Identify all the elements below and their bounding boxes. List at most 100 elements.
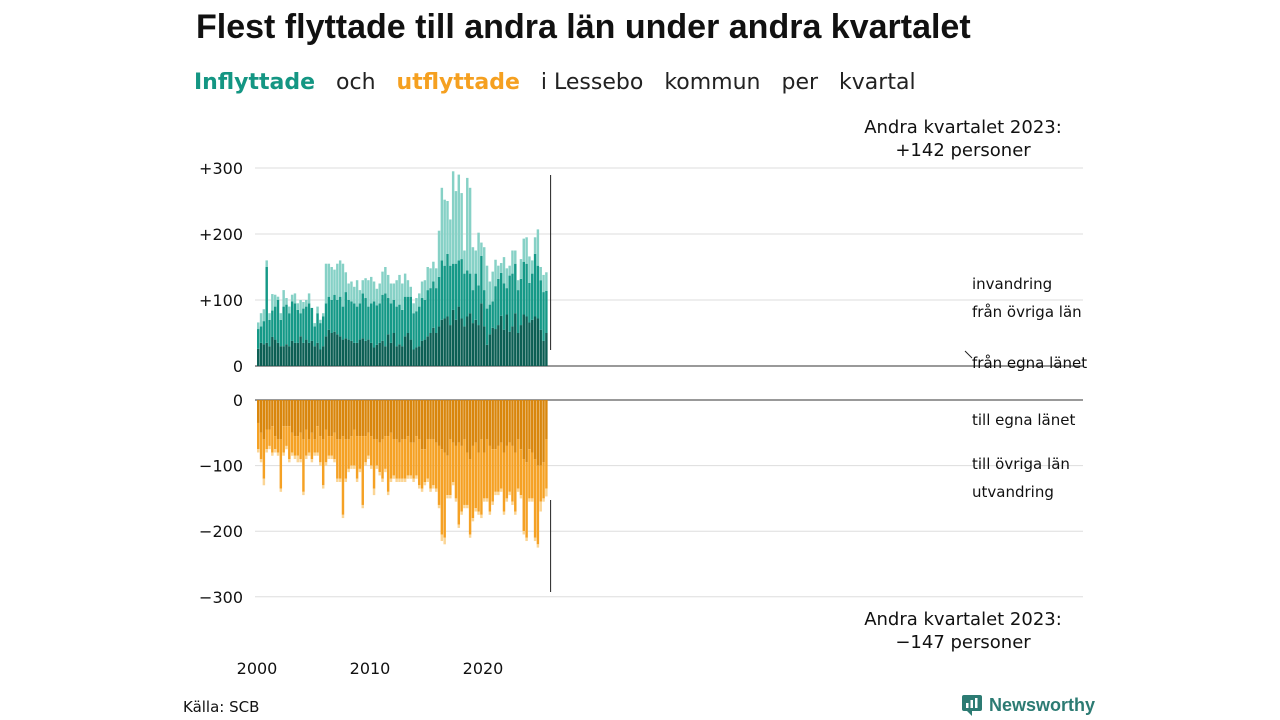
bar-ut-egna xyxy=(299,400,302,433)
bar-ut-egna xyxy=(401,400,404,440)
bar-in-invandring xyxy=(358,290,362,304)
bar-in-egna xyxy=(491,327,494,366)
bar-in-egna xyxy=(271,336,274,366)
bar-in-egna xyxy=(273,339,277,366)
bar-ut-egna xyxy=(519,400,523,450)
bar-ut-ovriga xyxy=(434,442,438,489)
bar-ut-utvandring xyxy=(502,511,506,515)
bar-ut-egna xyxy=(502,400,506,453)
bar-in-egna xyxy=(443,318,446,366)
bar-ut-egna xyxy=(454,400,458,446)
x-tick-label: 2020 xyxy=(463,659,504,678)
bar-in-egna xyxy=(361,338,364,366)
bar-ut-ovriga xyxy=(316,426,319,453)
bar-in-ovriga xyxy=(273,306,277,340)
bar-in-egna xyxy=(384,346,387,366)
bar-in-invandring xyxy=(502,257,506,284)
bar-in-egna xyxy=(305,339,308,366)
y-tick-label-bottom: −200 xyxy=(199,522,243,541)
bar-ut-utvandring xyxy=(398,478,401,482)
bar-ut-ovriga xyxy=(418,439,421,486)
bar-in-ovriga xyxy=(477,285,480,326)
bar-in-egna xyxy=(319,349,322,366)
bar-in-ovriga xyxy=(344,292,348,339)
bar-in-egna xyxy=(432,327,435,366)
bar-in-invandring xyxy=(491,271,494,302)
bar-ut-egna xyxy=(313,400,316,440)
bar-ut-utvandring xyxy=(491,501,494,505)
bar-ut-utvandring xyxy=(285,445,288,450)
bar-ut-egna xyxy=(466,400,469,453)
bar-in-invandring xyxy=(375,288,379,306)
bar-ut-utvandring xyxy=(262,478,266,486)
bar-ut-ovriga xyxy=(502,452,506,512)
subtitle-och: och xyxy=(336,70,376,95)
bar-in-invandring xyxy=(477,232,480,286)
bar-in-egna xyxy=(434,333,438,366)
bar-in-egna xyxy=(516,333,520,366)
bar-in-invandring xyxy=(525,237,528,264)
bar-in-ovriga xyxy=(539,280,542,330)
bar-ut-utvandring xyxy=(321,485,325,489)
bar-in-invandring xyxy=(480,242,483,256)
bar-ut-utvandring xyxy=(372,488,376,496)
bar-in-ovriga xyxy=(485,308,489,345)
bar-ut-ovriga xyxy=(375,439,379,466)
bar-in-ovriga xyxy=(525,263,528,317)
bar-ut-ovriga xyxy=(347,439,350,469)
bar-ut-ovriga xyxy=(539,465,542,502)
bar-in-invandring xyxy=(285,298,288,305)
bar-ut-ovriga xyxy=(516,439,520,489)
bar-ut-egna xyxy=(437,400,441,446)
bar-ut-ovriga xyxy=(485,439,489,499)
bar-ut-utvandring xyxy=(451,482,455,486)
bar-ut-utvandring xyxy=(330,455,333,460)
bar-in-egna xyxy=(514,313,517,366)
bar-ut-utvandring xyxy=(519,495,523,499)
bar-ut-utvandring xyxy=(426,478,429,482)
bar-in-egna xyxy=(423,339,427,366)
bar-ut-egna xyxy=(508,400,511,443)
bar-ut-utvandring xyxy=(307,452,311,456)
bar-in-invandring xyxy=(296,303,299,310)
bar-in-invandring xyxy=(418,293,421,307)
bar-in-ovriga xyxy=(288,313,291,347)
bar-ut-utvandring xyxy=(525,537,528,542)
bar-ut-utvandring xyxy=(429,488,432,492)
bar-ut-egna xyxy=(353,400,356,430)
bar-ut-egna xyxy=(434,400,438,443)
bar-ut-egna xyxy=(358,400,362,437)
bar-in-invandring xyxy=(302,301,305,309)
bar-in-egna xyxy=(355,342,359,366)
bar-ut-ovriga xyxy=(344,439,348,479)
bar-in-egna xyxy=(299,336,302,366)
bar-in-egna xyxy=(485,344,489,366)
bar-ut-egna xyxy=(426,400,429,440)
bar-ut-egna xyxy=(288,400,291,427)
bar-in-ovriga xyxy=(454,263,458,320)
bar-ut-ovriga xyxy=(321,439,325,486)
bar-ut-ovriga xyxy=(386,436,390,492)
bar-ut-ovriga xyxy=(406,436,410,476)
bar-in-egna xyxy=(350,340,353,366)
bar-ut-utvandring xyxy=(327,455,331,460)
bar-in-ovriga xyxy=(310,307,314,341)
bar-in-ovriga xyxy=(355,306,359,343)
bar-ut-egna xyxy=(265,400,268,430)
bar-in-egna xyxy=(282,346,285,366)
bar-in-egna xyxy=(525,316,528,366)
bar-ut-utvandring xyxy=(480,514,483,519)
brand-logo[interactable]: Newsworthy xyxy=(961,694,1095,716)
bar-ut-utvandring xyxy=(265,449,268,453)
bar-in-invandring xyxy=(259,313,263,327)
bar-in-egna xyxy=(381,340,384,366)
bar-ut-ovriga xyxy=(522,459,525,532)
brand-name: Newsworthy xyxy=(989,694,1096,715)
bar-in-egna xyxy=(313,346,316,366)
bar-ut-ovriga xyxy=(471,445,475,519)
bar-ut-egna xyxy=(372,400,376,440)
bar-ut-egna xyxy=(432,400,435,440)
bar-ut-egna xyxy=(307,400,311,440)
bar-in-invandring xyxy=(392,283,396,300)
bar-in-invandring xyxy=(338,260,342,297)
